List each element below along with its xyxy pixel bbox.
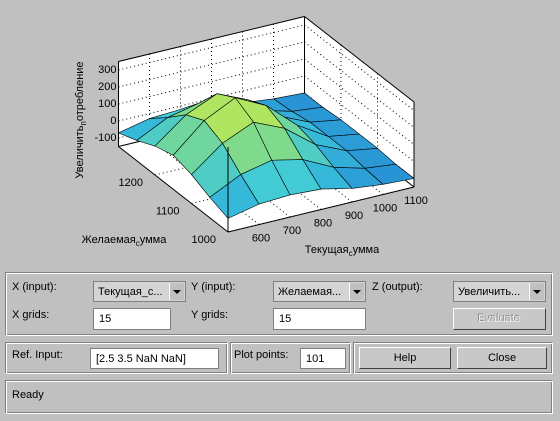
close-button[interactable]: Close xyxy=(457,347,547,369)
y-tick-label: 1200 xyxy=(119,177,143,189)
ref-panel xyxy=(5,342,228,374)
x-tick-label: 700 xyxy=(283,225,301,237)
x-axis-label-part: с xyxy=(349,249,353,258)
popup-arrow xyxy=(529,283,544,300)
x-grids-input[interactable]: 15 xyxy=(93,308,171,330)
y-axis-label-part: умма xyxy=(140,234,168,246)
y-input-value: Желаемая... xyxy=(278,286,342,298)
side-wall xyxy=(304,16,414,187)
ref-input[interactable]: [2.5 3.5 NaN NaN] xyxy=(90,348,219,369)
plot-points-label: Plot points: xyxy=(234,349,289,361)
x-tick-label: 900 xyxy=(345,210,363,222)
surface-patch xyxy=(209,174,260,219)
evaluate-button[interactable]: Evaluate xyxy=(453,308,546,330)
plot-points-input[interactable]: 101 xyxy=(300,348,346,369)
buttons-panel xyxy=(353,342,553,374)
plot-area: 600 700 800 900 1000 1100 1000 1100 1200 -100 0 100… xyxy=(74,16,428,258)
z-output-popup[interactable]: Увеличить... xyxy=(453,281,546,302)
axis-box xyxy=(118,16,305,62)
x-input-label: X (input): xyxy=(12,281,57,293)
z-tick-label: 100 xyxy=(98,98,116,110)
z-axis-label-part: Увеличить xyxy=(74,125,86,178)
status-text: Ready xyxy=(12,389,44,401)
y-tick-label: 1000 xyxy=(192,234,216,246)
popup-arrow xyxy=(169,283,184,300)
y-grids-label: Y grids: xyxy=(191,309,229,321)
y-axis-label: Желаемаясумма xyxy=(82,234,168,248)
y-input-label: Y (input): xyxy=(191,281,236,293)
surface-plot: 600 700 800 900 1000 1100 1000 1100 1200 -100 0 100… xyxy=(74,16,428,258)
axis-box xyxy=(118,146,229,233)
ref-input-label: Ref. Input: xyxy=(12,349,63,361)
z-tick-label: 300 xyxy=(98,64,116,76)
y-axis-label-part: с xyxy=(136,239,140,248)
axis-box xyxy=(304,16,415,103)
x-tick-label: 600 xyxy=(252,232,270,244)
x-tick-label: 1000 xyxy=(373,202,397,214)
z-tick-label: 0 xyxy=(110,115,116,127)
axis-box xyxy=(227,186,415,233)
z-tick-label: -100 xyxy=(94,132,116,144)
x-input-popup[interactable]: Текущая_с... xyxy=(93,281,186,302)
options-panel xyxy=(5,272,553,336)
status-panel xyxy=(5,380,553,414)
z-axis-label-part: п xyxy=(79,121,88,125)
x-tick-label: 1100 xyxy=(404,195,428,207)
z-axis-label: Увеличитьпотребление xyxy=(74,61,88,178)
y-axis-label-part: Желаемая xyxy=(82,234,136,246)
x-axis-label-part: Текущая xyxy=(305,244,349,256)
points-panel xyxy=(230,342,351,374)
x-input-value: Текущая_с... xyxy=(98,286,163,298)
help-button[interactable]: Help xyxy=(359,347,451,369)
z-output-value: Увеличить... xyxy=(458,286,521,298)
popup-arrow xyxy=(349,283,364,300)
x-tick-label: 800 xyxy=(314,217,332,229)
y-input-popup[interactable]: Желаемая... xyxy=(273,281,366,302)
x-axis-label-part: умма xyxy=(353,244,381,256)
y-tick-label: 1100 xyxy=(156,205,180,217)
z-output-label: Z (output): xyxy=(372,281,423,293)
x-axis-label: Текущаясумма xyxy=(305,244,380,258)
x-grids-label: X grids: xyxy=(12,309,50,321)
y-grids-input[interactable]: 15 xyxy=(273,308,366,330)
z-tick-label: 200 xyxy=(98,81,116,93)
z-axis-label-part: отребление xyxy=(74,61,86,121)
